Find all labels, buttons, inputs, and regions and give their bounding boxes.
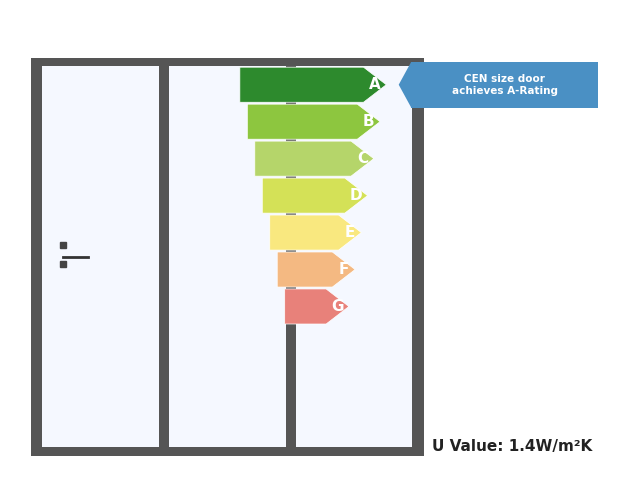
Polygon shape xyxy=(247,104,380,139)
Polygon shape xyxy=(262,178,368,213)
Text: D: D xyxy=(350,188,363,203)
Bar xyxy=(286,66,296,447)
Text: F: F xyxy=(338,262,349,277)
Text: G: G xyxy=(331,299,344,314)
FancyBboxPatch shape xyxy=(31,58,424,456)
Polygon shape xyxy=(270,215,361,250)
Bar xyxy=(169,66,286,447)
Polygon shape xyxy=(399,62,411,108)
Polygon shape xyxy=(255,141,374,176)
Bar xyxy=(296,66,412,447)
Text: E: E xyxy=(345,225,355,240)
Polygon shape xyxy=(277,252,355,287)
Text: U Value: 1.4W/m²K: U Value: 1.4W/m²K xyxy=(432,439,592,454)
Bar xyxy=(159,66,169,447)
Text: B: B xyxy=(363,114,374,129)
Bar xyxy=(42,66,159,447)
Text: A: A xyxy=(369,77,381,92)
Polygon shape xyxy=(285,289,349,324)
Text: CEN size door
achieves A-Rating: CEN size door achieves A-Rating xyxy=(452,74,558,96)
FancyBboxPatch shape xyxy=(411,62,598,108)
Polygon shape xyxy=(240,67,386,102)
Text: C: C xyxy=(357,151,368,166)
